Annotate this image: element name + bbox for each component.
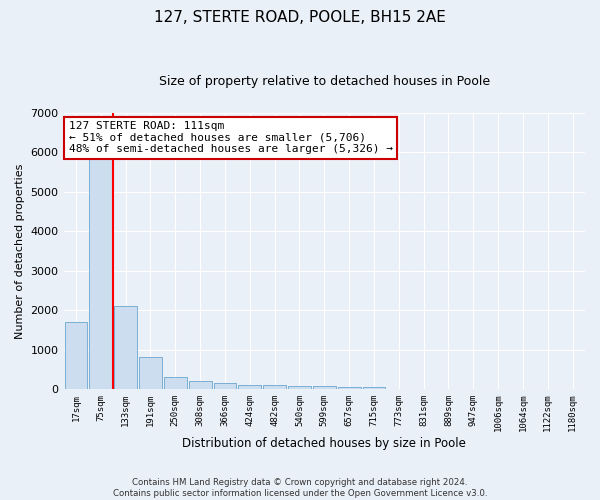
Bar <box>164 376 187 389</box>
Y-axis label: Number of detached properties: Number of detached properties <box>15 163 25 338</box>
Title: Size of property relative to detached houses in Poole: Size of property relative to detached ho… <box>159 75 490 88</box>
Bar <box>263 386 286 389</box>
X-axis label: Distribution of detached houses by size in Poole: Distribution of detached houses by size … <box>182 437 466 450</box>
Bar <box>214 383 236 389</box>
Bar <box>65 322 88 389</box>
Bar <box>114 306 137 389</box>
Bar <box>139 356 162 389</box>
Bar <box>313 386 335 389</box>
Bar <box>362 387 385 389</box>
Text: 127, STERTE ROAD, POOLE, BH15 2AE: 127, STERTE ROAD, POOLE, BH15 2AE <box>154 10 446 25</box>
Bar <box>288 386 311 389</box>
Bar <box>188 381 212 389</box>
Bar <box>338 386 361 389</box>
Bar <box>238 385 261 389</box>
Text: Contains HM Land Registry data © Crown copyright and database right 2024.
Contai: Contains HM Land Registry data © Crown c… <box>113 478 487 498</box>
Bar <box>89 156 112 389</box>
Text: 127 STERTE ROAD: 111sqm
← 51% of detached houses are smaller (5,706)
48% of semi: 127 STERTE ROAD: 111sqm ← 51% of detache… <box>69 121 393 154</box>
